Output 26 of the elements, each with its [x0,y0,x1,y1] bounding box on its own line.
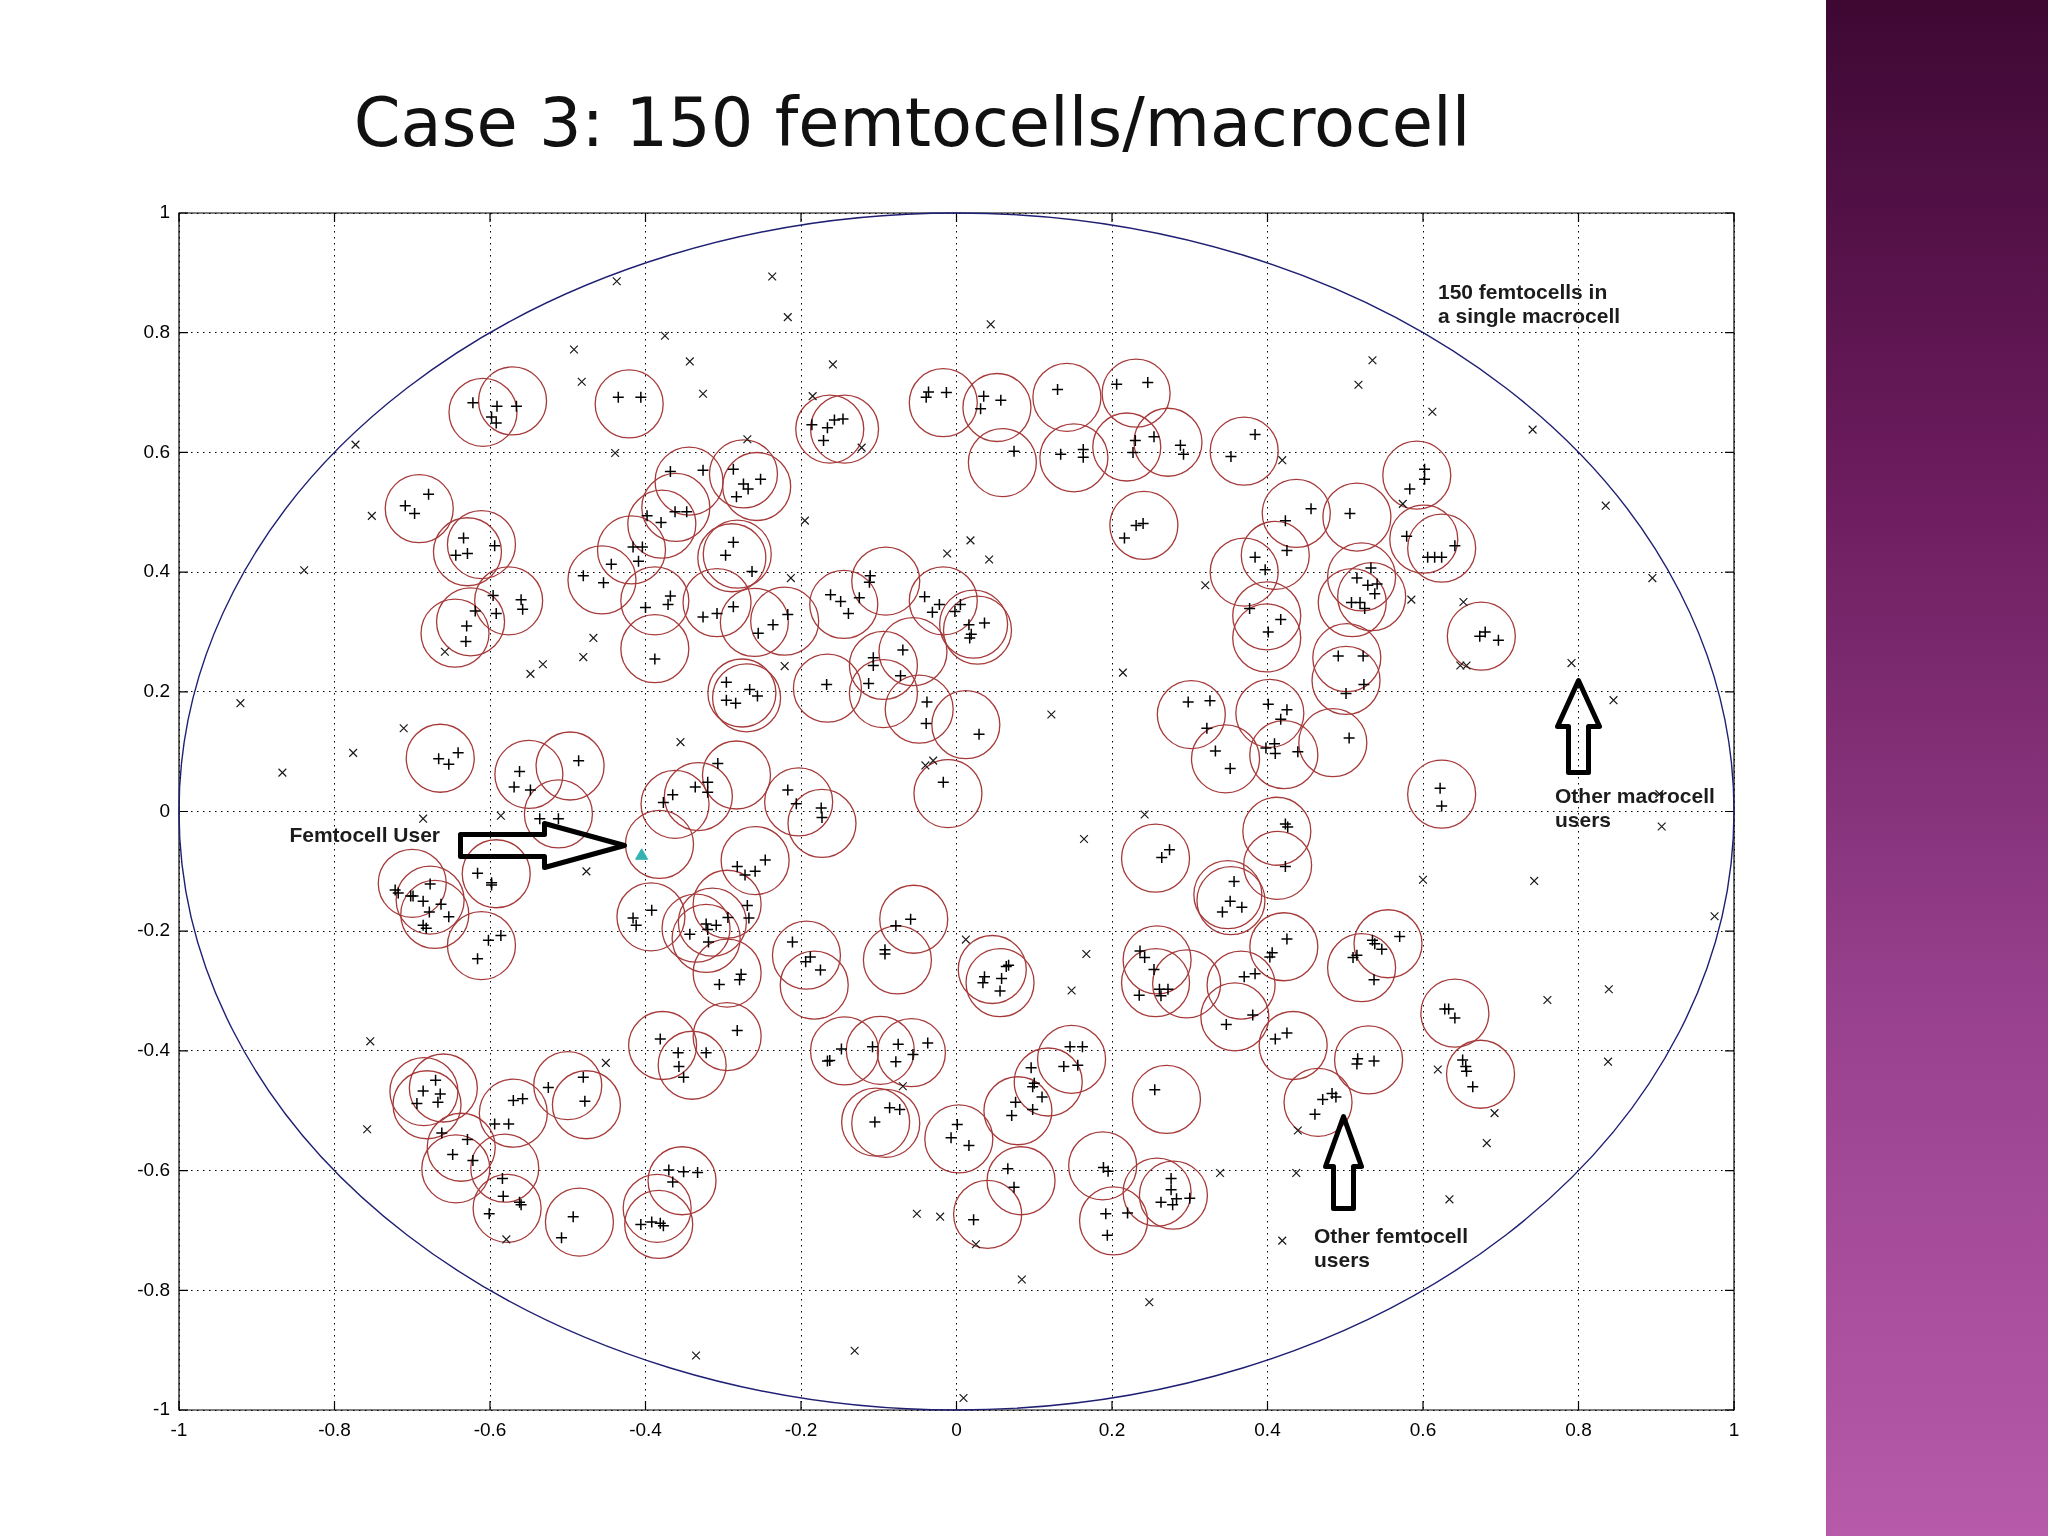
chart-title: Case 3: 150 femtocells/macrocell [353,83,1471,162]
y-tick-label: -0.2 [137,919,170,941]
y-tick-label: -1 [153,1398,170,1420]
x-tick-label: 0.4 [1254,1418,1282,1440]
y-tick-label: -0.8 [137,1278,170,1300]
y-tick-label: 0.2 [143,680,170,702]
y-tick-label: 1 [159,201,170,223]
x-tick-label: -0.2 [784,1418,818,1440]
annotation: 150 femtocells in a single macrocell [1438,279,1621,327]
x-tick-label: 0.8 [1565,1418,1592,1440]
annotation: Other macrocell users [1555,783,1715,831]
annotation: Femtocell User [289,822,440,846]
y-tick-label: -0.6 [137,1158,170,1180]
y-tick-label: 0.4 [143,560,171,582]
y-tick-label: 0.6 [143,440,170,462]
x-tick-label: 0.6 [1409,1418,1437,1440]
y-tick-label: 0.8 [143,320,170,342]
x-tick-label: -0.4 [629,1418,663,1440]
y-tick-label: 0 [159,799,170,821]
y-tick-label: -0.4 [137,1039,171,1061]
x-tick-label: 0 [951,1418,962,1440]
x-tick-label: 0.2 [1098,1418,1126,1440]
x-tick-label: 1 [1728,1418,1740,1440]
x-tick-label: -0.6 [473,1418,507,1440]
x-tick-label: -0.8 [318,1418,351,1440]
annotation: Other femtocell users [1314,1223,1469,1271]
